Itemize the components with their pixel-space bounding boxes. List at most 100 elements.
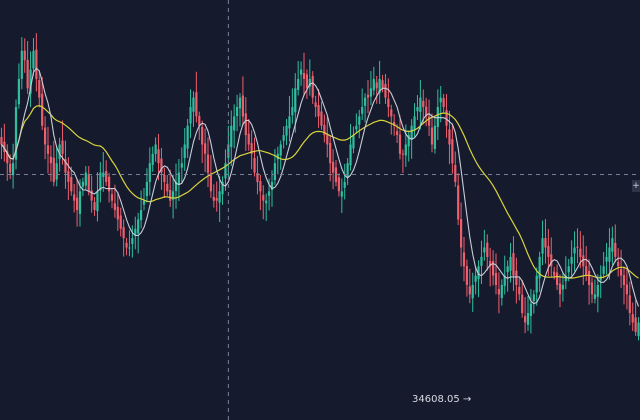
candle-body	[593, 294, 597, 299]
candle-body	[41, 93, 44, 126]
candle-body	[567, 266, 570, 273]
candle-body	[46, 145, 50, 154]
candle-body	[515, 270, 518, 285]
candle-body	[203, 143, 207, 154]
candle-body	[6, 151, 9, 164]
candle-body	[477, 266, 480, 280]
candle-body	[576, 246, 579, 248]
candle-body	[183, 144, 186, 159]
candle-body	[448, 129, 451, 145]
candle-body	[81, 181, 85, 187]
candle-body	[20, 50, 23, 79]
candle-body	[337, 177, 341, 192]
candle-body	[349, 144, 352, 166]
candle-body	[221, 181, 224, 195]
candle-body	[276, 153, 279, 160]
candle-body	[186, 125, 189, 149]
candle-body	[198, 116, 201, 126]
candle-body	[43, 127, 47, 145]
candle-body	[372, 78, 375, 91]
candle-body	[163, 174, 166, 182]
candle-body	[602, 266, 605, 275]
candle-body	[491, 260, 495, 276]
candle-body	[285, 125, 288, 136]
candle-body	[503, 275, 506, 286]
crosshair-tag[interactable]: +	[632, 180, 640, 192]
candle-body	[288, 116, 291, 129]
candle-body	[230, 125, 233, 148]
candle-body	[78, 191, 82, 214]
candle-body	[157, 149, 160, 164]
candle-body	[506, 266, 509, 273]
candle-body	[180, 163, 183, 168]
candle-body	[233, 116, 236, 131]
candle-body	[611, 238, 614, 252]
candle-body	[49, 156, 53, 164]
candle-body	[259, 181, 262, 192]
candle-body	[314, 102, 317, 108]
candle-body	[265, 200, 268, 204]
candle-body	[587, 270, 591, 285]
candle-body	[212, 196, 215, 201]
candle-body	[352, 135, 355, 149]
candle-body	[122, 227, 125, 239]
candle-body	[425, 106, 428, 117]
candle-body	[355, 125, 358, 130]
candle-body	[596, 284, 599, 297]
candle-body	[262, 194, 265, 201]
candle-body	[442, 98, 445, 108]
candle-body	[579, 248, 582, 257]
candle-body	[628, 295, 631, 314]
candle-body	[250, 143, 253, 154]
candle-body	[413, 116, 416, 131]
candle-body	[390, 109, 393, 117]
candle-body	[75, 197, 79, 211]
candle-body	[410, 125, 413, 141]
candle-body	[166, 183, 169, 192]
price-low-label: 34608.05 →	[412, 394, 472, 405]
candle-body	[494, 272, 498, 285]
candle-body	[538, 256, 541, 279]
candle-body	[544, 238, 547, 248]
candle-body	[282, 135, 285, 141]
candle-body	[439, 97, 442, 103]
candle-body	[535, 275, 538, 293]
candle-body	[378, 78, 381, 93]
candle-body	[270, 181, 274, 190]
candle-body	[299, 69, 303, 75]
candle-body	[195, 92, 198, 117]
candle-body	[311, 76, 314, 98]
candle-body	[561, 284, 565, 290]
candle-body	[459, 219, 463, 248]
candle-body	[358, 116, 361, 125]
candle-body	[573, 247, 576, 254]
candle-body	[532, 294, 535, 302]
candle-body	[433, 125, 437, 150]
candle-body	[102, 172, 105, 177]
candle-body	[142, 200, 146, 205]
candle-body	[541, 238, 544, 254]
candle-body	[326, 134, 329, 145]
candle-body	[497, 289, 501, 295]
candle-body	[73, 194, 76, 201]
candle-body	[445, 110, 448, 126]
candle-body	[128, 247, 131, 249]
candle-body	[110, 194, 114, 201]
candle-body	[570, 256, 573, 264]
candle-body	[32, 50, 35, 69]
ma-fast-line	[1, 67, 640, 307]
candle-body	[320, 111, 323, 126]
candle-body	[256, 173, 259, 182]
candle-body	[555, 272, 559, 285]
candle-body	[291, 107, 294, 116]
candle-body	[209, 172, 213, 192]
candle-body	[58, 144, 61, 160]
candle-body	[201, 126, 204, 145]
candle-body	[11, 163, 15, 176]
candle-body	[227, 144, 230, 158]
candle-body	[521, 294, 524, 314]
candle-body	[145, 181, 149, 197]
candle-body	[631, 314, 634, 323]
candle-body	[38, 80, 41, 98]
